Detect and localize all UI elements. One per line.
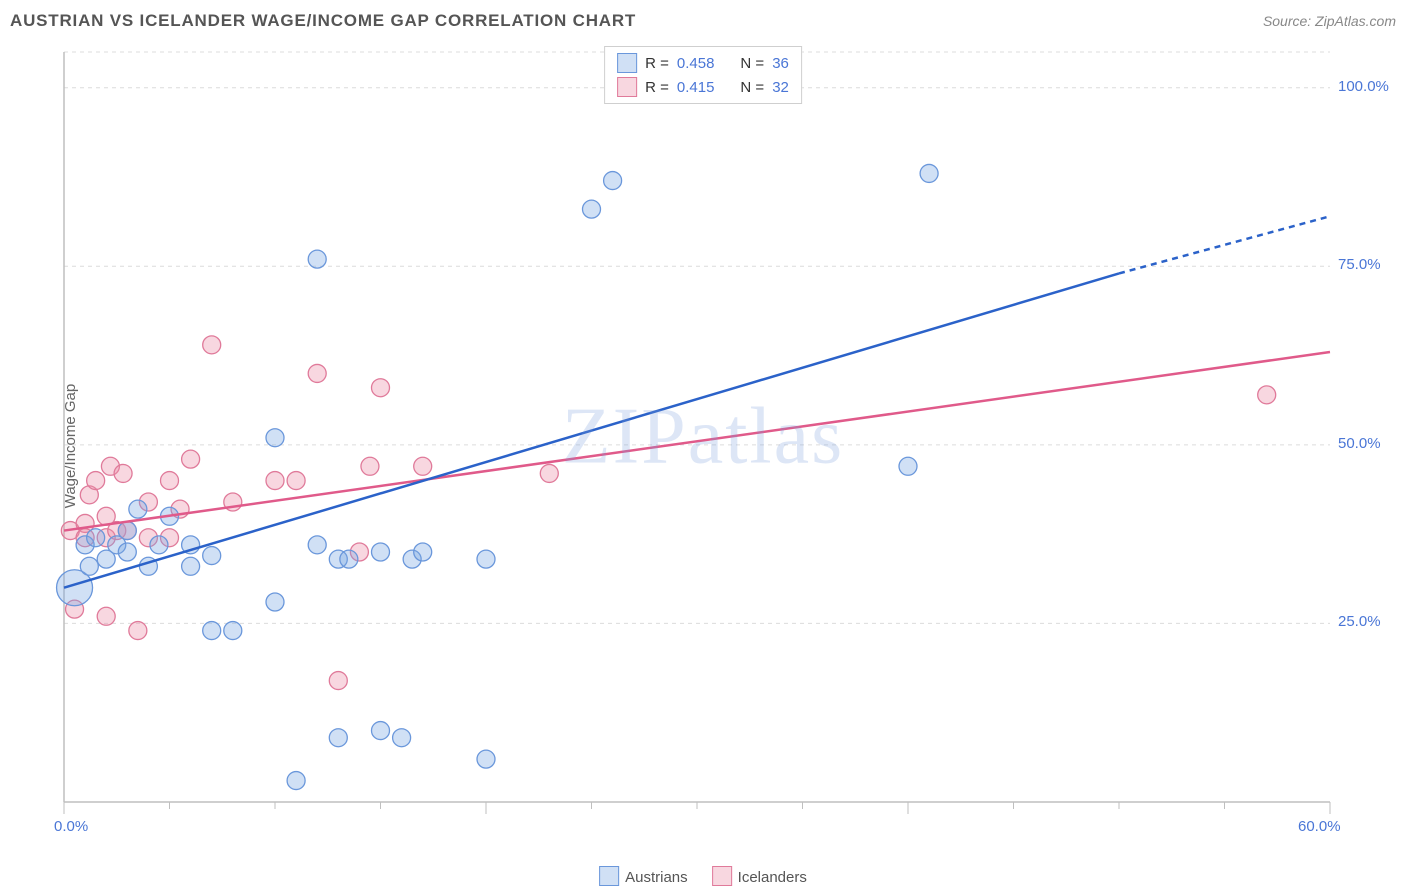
legend-label-austrians: Austrians — [625, 869, 688, 886]
chart-source: Source: ZipAtlas.com — [1263, 13, 1396, 29]
axis-tick-label: 0.0% — [54, 818, 88, 835]
legend-label-icelanders: Icelanders — [738, 869, 807, 886]
legend-swatch-icelanders-icon — [712, 866, 732, 886]
legend-r-label: R = — [645, 79, 669, 96]
legend-n-icelanders: 32 — [772, 79, 789, 96]
legend-swatch-austrians — [617, 53, 637, 73]
chart-header: AUSTRIAN VS ICELANDER WAGE/INCOME GAP CO… — [0, 0, 1406, 42]
axis-tick-label: 60.0% — [1298, 818, 1341, 835]
legend-correlation: R = 0.458 N = 36 R = 0.415 N = 32 — [604, 46, 802, 104]
legend-row-austrians: R = 0.458 N = 36 — [617, 51, 789, 75]
axis-tick-label: 100.0% — [1338, 78, 1389, 95]
legend-r-austrians: 0.458 — [677, 55, 715, 72]
legend-row-icelanders: R = 0.415 N = 32 — [617, 75, 789, 99]
axis-tick-label: 75.0% — [1338, 256, 1381, 273]
legend-r-icelanders: 0.415 — [677, 79, 715, 96]
legend-n-austrians: 36 — [772, 55, 789, 72]
legend-item-icelanders: Icelanders — [712, 866, 807, 886]
legend-n-label: N = — [740, 55, 764, 72]
chart-svg — [52, 42, 1390, 842]
legend-series: Austrians Icelanders — [599, 866, 807, 886]
legend-item-austrians: Austrians — [599, 866, 688, 886]
axis-tick-label: 50.0% — [1338, 435, 1381, 452]
legend-swatch-austrians-icon — [599, 866, 619, 886]
legend-r-label: R = — [645, 55, 669, 72]
chart-title: AUSTRIAN VS ICELANDER WAGE/INCOME GAP CO… — [10, 11, 636, 31]
axis-tick-label: 25.0% — [1338, 613, 1381, 630]
legend-swatch-icelanders — [617, 77, 637, 97]
plot-area — [52, 42, 1390, 842]
legend-n-label: N = — [740, 79, 764, 96]
